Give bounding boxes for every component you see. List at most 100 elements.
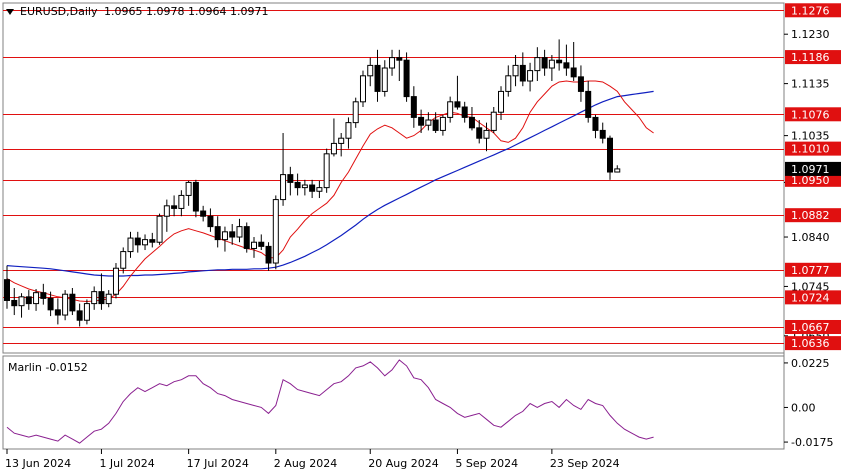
bear-candle-body <box>265 245 272 264</box>
bear-candle-body <box>454 101 461 108</box>
bull-candle-body <box>359 75 366 103</box>
level-label: 1.1010 <box>791 143 830 156</box>
current-price-label: 1.0971 <box>791 163 830 176</box>
candle <box>476 120 483 144</box>
candle <box>200 205 207 222</box>
axis-labels: 1.12301.11351.10351.09451.08401.07451.06… <box>5 3 841 470</box>
bear-candle-body <box>54 309 61 316</box>
candle <box>163 199 170 232</box>
bear-candle-body <box>243 226 250 249</box>
level-label-bg <box>785 336 841 351</box>
bull-candle-body <box>439 116 446 131</box>
bull-candle-body <box>483 129 490 139</box>
bear-candle-body <box>592 116 599 131</box>
candle <box>403 52 410 102</box>
candle <box>229 224 236 245</box>
bear-candle-body <box>40 292 47 299</box>
candle <box>505 65 512 97</box>
candle <box>447 96 454 123</box>
bear-candle-body <box>374 64 381 92</box>
level-label-bg <box>785 107 841 122</box>
candle <box>62 290 69 321</box>
candle <box>439 114 446 136</box>
candle <box>359 70 366 108</box>
bear-candle-body <box>11 299 18 307</box>
candle <box>192 179 199 218</box>
bear-candle-body <box>468 116 475 129</box>
candle <box>577 65 584 102</box>
bear-candle-body <box>309 184 316 192</box>
candle <box>54 298 61 325</box>
candle <box>374 49 381 102</box>
bear-candle-body <box>519 64 526 82</box>
bear-candle-body <box>214 226 221 241</box>
candle <box>316 180 323 199</box>
candle <box>112 263 119 299</box>
bear-candle-body <box>403 59 410 98</box>
bear-candle-body <box>287 174 294 183</box>
candle <box>120 247 127 274</box>
bear-candle-body <box>599 129 606 139</box>
bull-candle-body <box>316 187 323 192</box>
candle <box>585 81 592 123</box>
candle <box>461 101 468 123</box>
candle <box>556 39 563 71</box>
level-label: 1.0667 <box>791 321 830 334</box>
candle <box>396 49 403 82</box>
oscillator-series <box>6 359 654 444</box>
bull-candle-body <box>251 241 258 249</box>
candle <box>527 62 534 92</box>
price-tick-label: 1.1135 <box>791 78 830 91</box>
bull-candle-body <box>367 64 374 77</box>
bull-candle-body <box>127 237 134 253</box>
time-tick-label: 17 Jul 2024 <box>187 457 249 470</box>
candle <box>18 293 25 318</box>
bull-candle-body <box>142 239 149 246</box>
candle <box>389 49 396 76</box>
candle <box>265 242 272 271</box>
bear-candle-body <box>606 137 613 173</box>
candle <box>309 179 316 199</box>
candle <box>214 216 221 248</box>
bull-candle-body <box>534 57 541 72</box>
bear-candle-body <box>69 293 76 312</box>
level-label-bg <box>785 50 841 65</box>
bear-candle-body <box>25 296 32 305</box>
bull-candle-body <box>323 153 330 189</box>
level-label: 1.0777 <box>791 264 830 277</box>
level-label: 1.0636 <box>791 337 830 350</box>
candle <box>498 86 505 121</box>
bear-candle-body <box>134 237 141 246</box>
candle <box>156 213 163 245</box>
candle <box>171 195 178 217</box>
collapse-triangle-icon[interactable] <box>6 9 14 15</box>
candle <box>548 55 555 82</box>
bear-candle-body <box>396 57 403 61</box>
bear-candle-body <box>563 62 570 69</box>
bull-candle-body <box>527 70 534 82</box>
bear-candle-body <box>47 297 54 311</box>
candle <box>98 273 105 310</box>
candle <box>33 289 40 311</box>
time-tick-label: 13 Jun 2024 <box>5 457 71 470</box>
candlesticks <box>4 39 621 327</box>
bull-candle-body <box>614 168 621 173</box>
bull-candle-body <box>389 57 396 69</box>
bull-candle-body <box>490 111 497 131</box>
bull-candle-body <box>236 226 243 238</box>
bull-candle-body <box>345 122 352 139</box>
level-label: 1.1276 <box>791 4 830 17</box>
bear-candle-body <box>149 239 156 243</box>
level-label-bg <box>785 290 841 305</box>
bull-candle-body <box>301 184 308 189</box>
candle <box>142 234 149 251</box>
time-tick-label: 23 Sep 2024 <box>550 457 620 470</box>
candle <box>367 57 374 87</box>
candle <box>512 55 519 87</box>
candle <box>221 226 228 252</box>
bull-candle-body <box>447 101 454 118</box>
candle <box>243 222 250 253</box>
bear-candle-body <box>207 215 214 228</box>
